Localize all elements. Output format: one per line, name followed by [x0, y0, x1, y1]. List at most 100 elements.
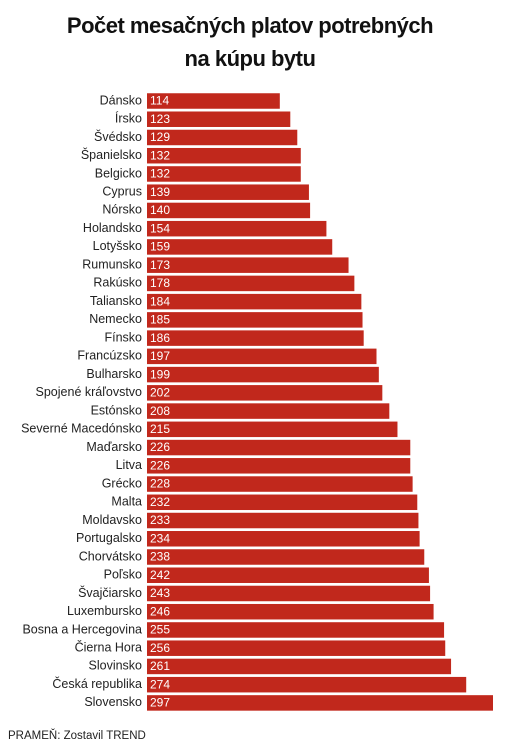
value-label: 202	[150, 386, 170, 400]
value-label: 261	[150, 659, 170, 673]
value-label: 197	[150, 349, 170, 363]
category-label: Holandsko	[83, 221, 142, 235]
bar	[147, 494, 418, 511]
category-label: Slovinsko	[89, 659, 143, 673]
bar	[147, 166, 301, 182]
value-label: 132	[150, 148, 170, 162]
value-label: 232	[150, 495, 170, 509]
category-label: Belgicko	[95, 166, 142, 180]
value-label: 233	[150, 513, 170, 527]
bar	[147, 640, 446, 656]
value-label: 132	[150, 167, 170, 181]
category-label: Poľsko	[104, 568, 142, 582]
bar	[147, 111, 291, 127]
category-label: Moldavsko	[82, 513, 142, 527]
category-label: Nórsko	[102, 203, 142, 217]
source-note: PRAMEŇ: Zostavil TREND	[8, 729, 146, 742]
bar	[147, 695, 493, 711]
category-label: Lotyšsko	[93, 239, 142, 253]
category-label: Dánsko	[100, 93, 142, 107]
value-label: 208	[150, 404, 170, 418]
value-label: 256	[150, 641, 170, 655]
category-label: Írsko	[115, 111, 142, 126]
bar	[147, 220, 327, 237]
category-label: Švédsko	[94, 129, 142, 144]
bar	[147, 330, 364, 346]
category-label: Fínsko	[104, 330, 142, 344]
bar	[147, 385, 383, 401]
bar	[147, 348, 377, 365]
bar	[147, 658, 452, 675]
value-label: 226	[150, 458, 170, 472]
bar	[147, 93, 280, 109]
category-label: Luxembursko	[67, 604, 142, 618]
bar	[147, 202, 311, 219]
category-label: Nemecko	[89, 312, 142, 326]
value-label: 246	[150, 604, 170, 618]
category-label: Estónsko	[91, 403, 142, 417]
category-label: Malta	[111, 495, 142, 509]
category-label: Francúzsko	[77, 349, 142, 363]
value-label: 129	[150, 130, 170, 144]
bar	[147, 549, 425, 565]
bar	[147, 439, 411, 456]
category-label: Litva	[116, 458, 142, 472]
bar	[147, 312, 363, 328]
category-label: Portugalsko	[76, 531, 142, 545]
value-label: 123	[150, 112, 170, 126]
category-label: Severné Macedónsko	[21, 422, 142, 436]
value-label: 114	[150, 94, 169, 108]
bar	[147, 239, 333, 255]
bar	[147, 622, 445, 638]
bar	[147, 275, 355, 292]
category-label: Švajčiarsko	[78, 585, 142, 600]
category-label: Maďarsko	[86, 440, 142, 454]
bar	[147, 676, 467, 693]
value-label: 255	[150, 623, 170, 637]
bar	[147, 531, 420, 547]
bar	[147, 476, 413, 492]
value-label: 238	[150, 550, 170, 564]
value-label: 185	[150, 313, 170, 327]
value-label: 199	[150, 367, 170, 381]
value-label: 139	[150, 185, 170, 199]
bar	[147, 184, 309, 200]
bar	[147, 585, 431, 602]
value-label: 226	[150, 440, 170, 454]
bar	[147, 458, 411, 474]
bar	[147, 147, 301, 164]
value-label: 243	[150, 586, 170, 600]
category-label: Čierna Hora	[75, 639, 142, 654]
category-label: Bosna a Hercegovina	[22, 622, 142, 636]
bar	[147, 257, 349, 273]
value-label: 154	[150, 221, 170, 235]
category-label: Spojené kráľovstvo	[36, 385, 143, 399]
bar	[147, 366, 379, 383]
bar	[147, 403, 390, 419]
bar	[147, 293, 362, 310]
bar	[147, 129, 298, 146]
category-label: Cyprus	[102, 184, 142, 198]
value-label: 159	[150, 240, 170, 254]
chart-title: na kúpu bytu	[185, 46, 316, 71]
category-label: Španielsko	[81, 147, 142, 162]
bar	[147, 421, 398, 438]
category-label: Rakúsko	[93, 276, 142, 290]
category-label: Chorvátsko	[79, 549, 142, 563]
bar	[147, 512, 419, 529]
category-label: Česká republika	[52, 676, 142, 691]
value-label: 186	[150, 331, 170, 345]
value-label: 140	[150, 203, 170, 217]
value-label: 274	[150, 677, 170, 691]
value-label: 297	[150, 696, 170, 710]
bar	[147, 603, 434, 620]
category-label: Taliansko	[90, 294, 142, 308]
value-label: 228	[150, 477, 170, 491]
value-label: 178	[150, 276, 170, 290]
bar	[147, 567, 429, 583]
value-label: 215	[150, 422, 170, 436]
category-label: Rumunsko	[82, 257, 142, 271]
value-label: 242	[150, 568, 170, 582]
category-label: Grécko	[102, 476, 142, 490]
